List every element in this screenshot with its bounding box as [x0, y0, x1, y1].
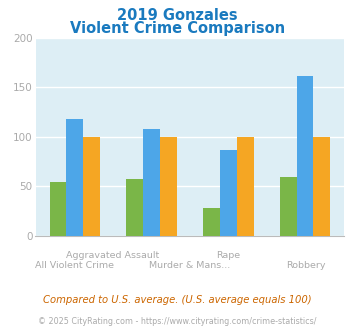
Text: Robbery: Robbery: [286, 261, 326, 270]
Bar: [220, 150, 237, 236]
Text: Murder & Mans...: Murder & Mans...: [149, 261, 230, 270]
Text: All Violent Crime: All Violent Crime: [34, 261, 114, 270]
Bar: [50, 182, 66, 236]
Text: Aggravated Assault: Aggravated Assault: [66, 251, 159, 260]
Bar: [280, 177, 296, 236]
Bar: [83, 137, 100, 236]
Bar: [313, 137, 330, 236]
Bar: [126, 179, 143, 236]
Text: Violent Crime Comparison: Violent Crime Comparison: [70, 21, 285, 36]
Bar: [66, 119, 83, 236]
Text: 2019 Gonzales: 2019 Gonzales: [117, 8, 238, 23]
Text: © 2025 CityRating.com - https://www.cityrating.com/crime-statistics/: © 2025 CityRating.com - https://www.city…: [38, 317, 317, 326]
Bar: [143, 129, 160, 236]
Bar: [237, 137, 253, 236]
Text: Compared to U.S. average. (U.S. average equals 100): Compared to U.S. average. (U.S. average …: [43, 295, 312, 305]
Bar: [160, 137, 177, 236]
Bar: [296, 76, 313, 236]
Text: Rape: Rape: [217, 251, 241, 260]
Bar: [203, 208, 220, 236]
